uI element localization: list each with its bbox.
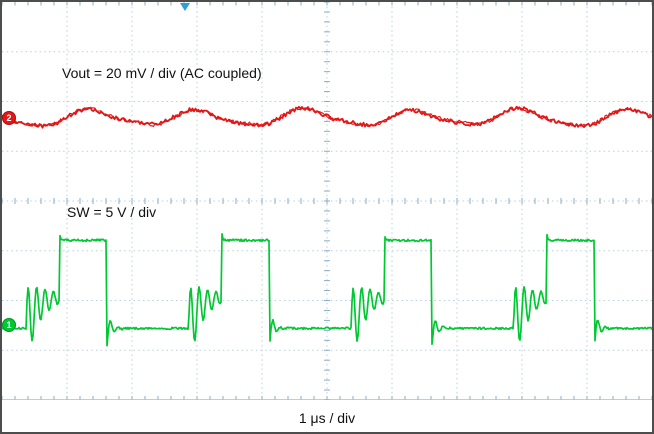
vout-scale-annotation: Vout = 20 mV / div (AC coupled) bbox=[62, 65, 262, 81]
channel-1-position-marker: 1 bbox=[2, 317, 16, 332]
channel-1-label: 1 bbox=[6, 319, 12, 330]
channel-2-label: 2 bbox=[6, 112, 12, 123]
timebase-label: 1 μs / div bbox=[298, 410, 356, 426]
channel-2-position-marker: 2 bbox=[2, 110, 16, 125]
sw-scale-annotation: SW = 5 V / div bbox=[67, 204, 157, 220]
trigger-position-icon bbox=[180, 3, 191, 11]
waveform-plot bbox=[2, 2, 652, 400]
